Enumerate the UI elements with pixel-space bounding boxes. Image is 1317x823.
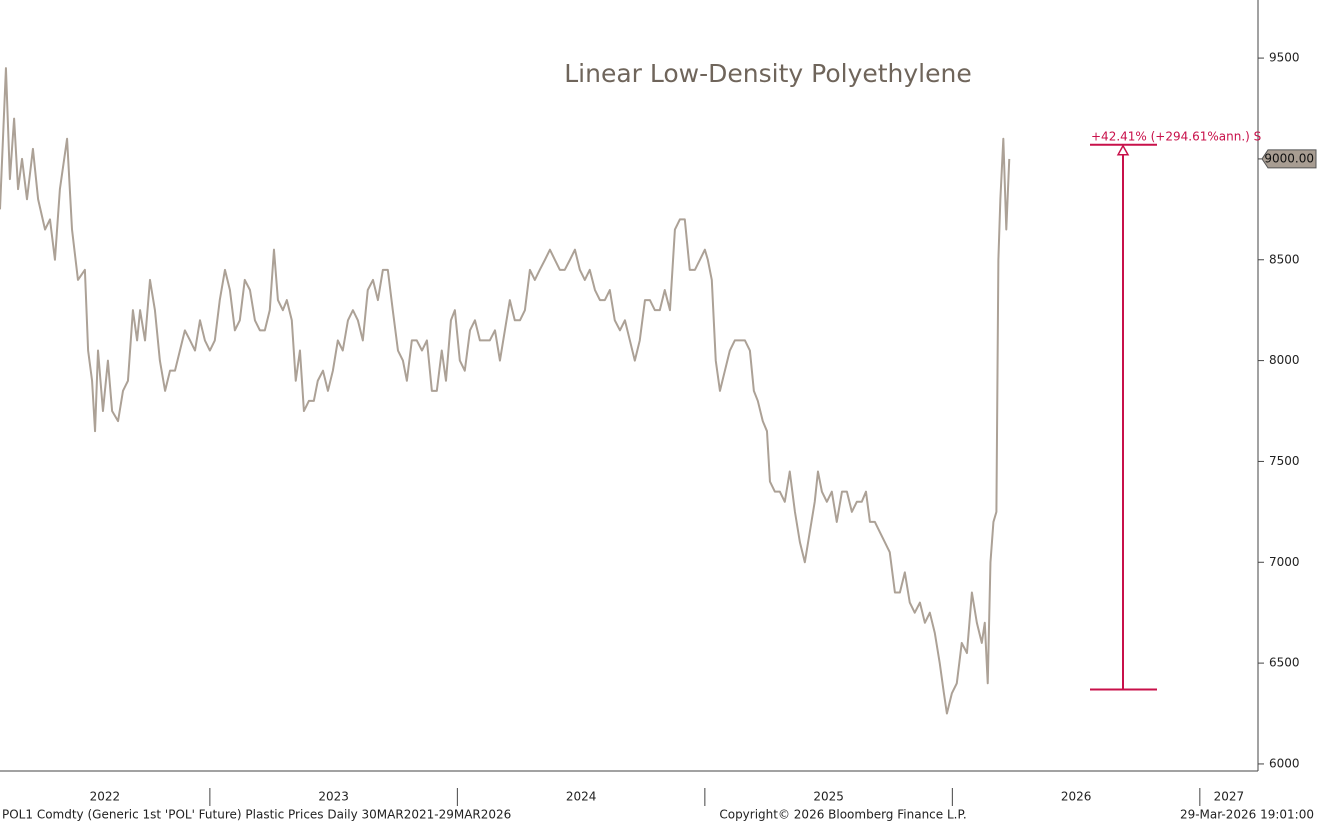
x-tick-label: 2026 — [1061, 790, 1092, 804]
x-tick-label: 2022 — [90, 790, 121, 804]
price-line — [0, 67, 1011, 715]
plot-area: +42.41% (+294.61%ann.) Spa — [0, 67, 1276, 715]
footer-source: POL1 Comdty (Generic 1st 'POL' Future) P… — [2, 808, 511, 822]
x-tick-label: 2027 — [1214, 790, 1245, 804]
y-tick-label: 6000 — [1269, 756, 1300, 770]
last-value-tag — [1261, 149, 1317, 169]
y-tick-label: 9500 — [1269, 51, 1300, 65]
y-tick-label: 7000 — [1269, 555, 1300, 569]
y-tick-label: 8500 — [1269, 252, 1300, 266]
y-tick-label: 6500 — [1269, 656, 1300, 670]
footer-timestamp: 29-Mar-2026 19:01:00 — [1180, 808, 1314, 822]
measure-label: +42.41% (+294.61%ann.) Spa — [1091, 129, 1276, 143]
y-tick-label: 8000 — [1269, 353, 1300, 367]
y-tick-label: 7500 — [1269, 454, 1300, 468]
x-tick-label: 2024 — [566, 790, 597, 804]
last-value-label: 9000.00 — [1264, 151, 1314, 165]
x-tick-label: 2023 — [318, 790, 349, 804]
chart-title: Linear Low-Density Polyethylene — [564, 59, 971, 88]
measure-arrow — [1116, 144, 1130, 156]
x-tick-label: 2025 — [813, 790, 844, 804]
footer-copyright: Copyright© 2026 Bloomberg Finance L.P. — [719, 808, 966, 822]
